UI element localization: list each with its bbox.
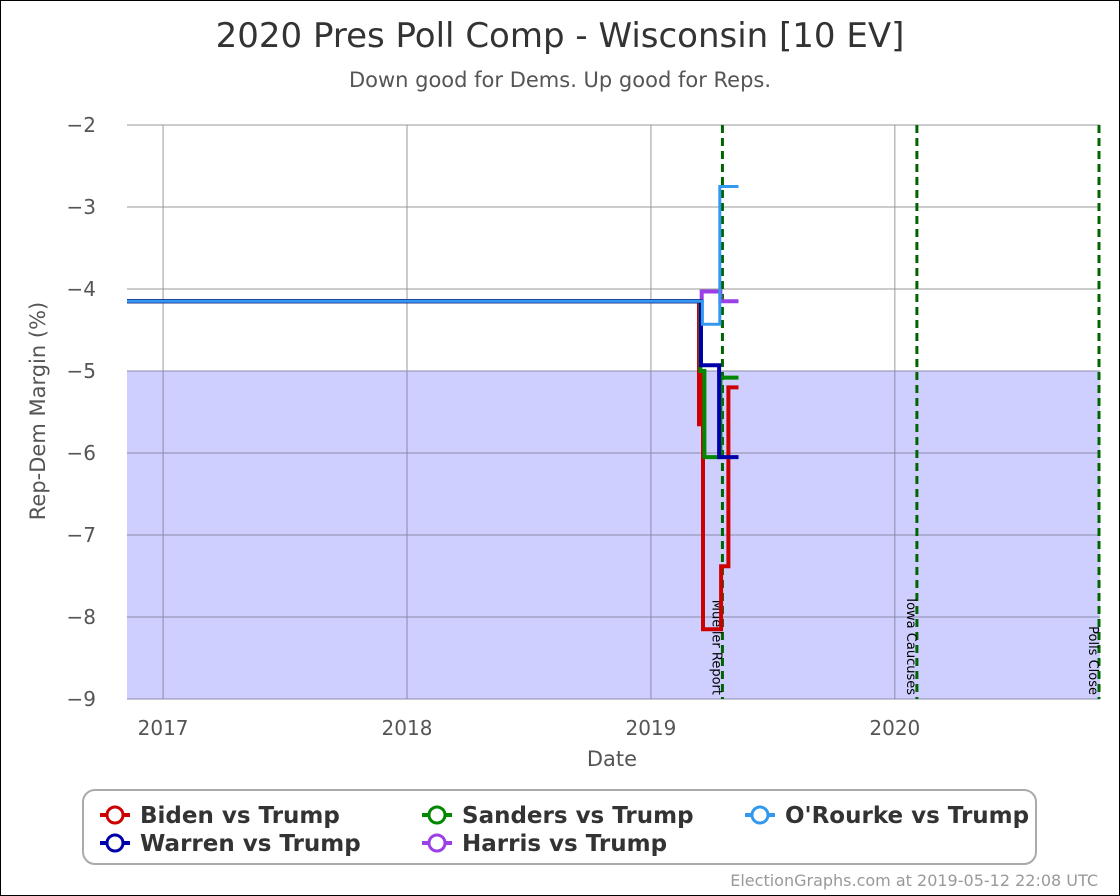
y-tick-label: −7 (67, 523, 96, 547)
y-axis-ticks: −2 −3 −4 −5 −6 −7 −8 −9 (67, 113, 96, 711)
y-tick-label: −5 (67, 359, 96, 383)
legend-marker (105, 805, 125, 825)
legend-label-biden-vs-trump: Biden vs Trump (140, 803, 340, 829)
event-label-polls-close: Polls Close (1085, 626, 1100, 695)
x-tick-label: 2018 (382, 716, 433, 740)
legend-label-sanders-vs-trump: Sanders vs Trump (462, 803, 694, 829)
legend: Biden vs Trump Sanders vs Trump O'Rourke v… (82, 789, 1037, 865)
legend-marker (105, 833, 125, 853)
y-axis-title: Rep-Dem Margin (%) (26, 302, 50, 520)
x-axis-title: Date (587, 747, 637, 771)
x-tick-label: 2019 (625, 716, 676, 740)
y-tick-label: −6 (67, 441, 96, 465)
legend-label-harris-vs-trump: Harris vs Trump (462, 831, 667, 857)
event-label-iowa-caucuses: Iowa Caucuses (903, 598, 918, 695)
y-tick-label: −2 (67, 113, 96, 137)
legend-marker (750, 805, 770, 825)
legend-marker (427, 805, 447, 825)
x-axis-ticks: 2017 2018 2019 2020 (138, 716, 921, 740)
credit-text: ElectionGraphs.com at 2019-05-12 22:08 U… (730, 871, 1098, 890)
shaded-band (127, 370, 1100, 700)
legend-label-o-rourke-vs-trump: O'Rourke vs Trump (785, 803, 1029, 829)
legend-label-warren-vs-trump: Warren vs Trump (140, 831, 361, 857)
legend-marker (427, 833, 447, 853)
series-line-biden-vs-trump (127, 299, 739, 632)
legend-box (82, 789, 1037, 865)
y-tick-label: −8 (67, 605, 96, 629)
y-tick-label: −9 (67, 687, 96, 711)
chart-title: 2020 Pres Poll Comp - Wisconsin [10 EV] (216, 16, 905, 56)
series-line-o-rourke-vs-trump (127, 185, 739, 326)
y-tick-label: −4 (67, 277, 96, 301)
chart-subtitle: Down good for Dems. Up good for Reps. (349, 68, 771, 92)
y-tick-label: −3 (67, 195, 96, 219)
x-tick-label: 2020 (869, 716, 920, 740)
x-tick-label: 2017 (138, 716, 189, 740)
event-markers: Mueller Report Iowa Caucuses Polls Close (708, 125, 1101, 699)
series-lines (127, 185, 739, 632)
